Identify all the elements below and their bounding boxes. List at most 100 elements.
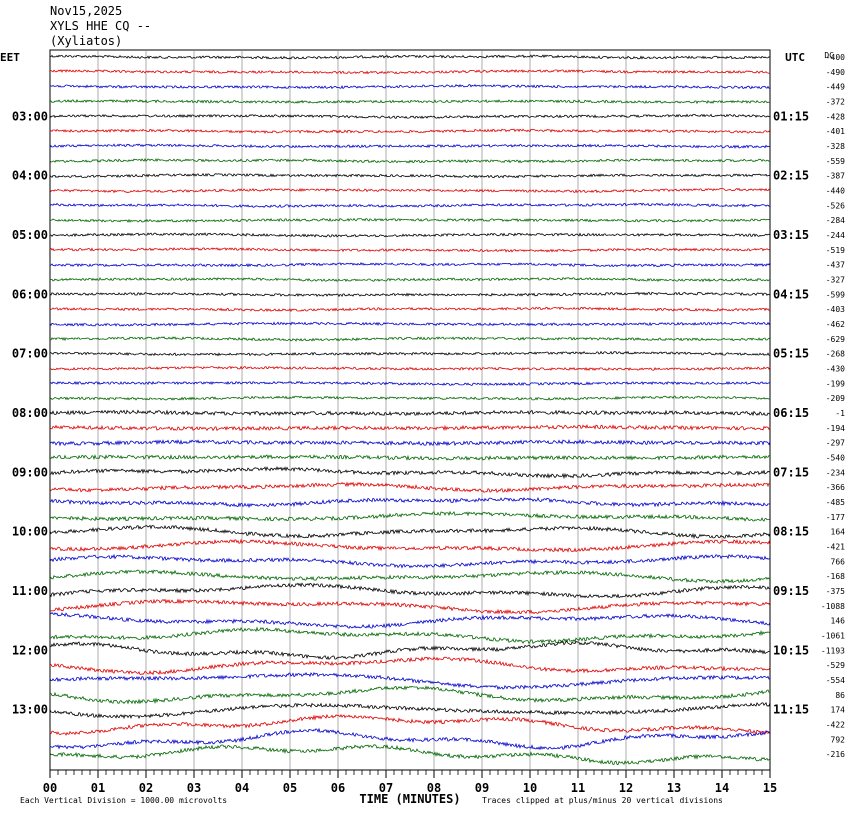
plot-date: Nov15,2025 [50,4,123,18]
seismic-trace [49,98,771,105]
left-hour-label: 07:00 [12,347,48,361]
x-tick-label: 11 [571,781,585,795]
seismic-trace [49,409,771,417]
dc-offset-label: -401 [826,127,845,136]
dc-offset-label: -209 [826,394,845,403]
dc-offset-label: -1088 [821,602,845,611]
seismic-trace [49,598,771,615]
dc-offset-label: -449 [826,83,845,92]
seismic-trace [49,626,771,645]
seismic-trace [49,291,771,298]
x-tick-label: 04 [235,781,249,795]
dc-offset-label: -485 [826,498,845,507]
dc-offset-label: -526 [826,201,845,210]
dc-offset-label: -430 [826,365,845,374]
seismic-trace [49,380,771,387]
dc-offset-label: 792 [831,735,846,744]
dc-offset-label: -1061 [821,632,845,641]
seismic-trace [49,350,770,357]
seismic-trace [49,217,771,223]
dc-offset-label: -440 [826,187,845,196]
left-hour-label: 06:00 [12,287,48,301]
seismic-trace [49,582,771,599]
right-hour-label: 11:15 [773,703,809,717]
right-hour-label: 07:15 [773,465,809,479]
dc-offset-label: -375 [826,587,845,596]
seismic-trace [49,496,771,509]
station-location: (Xyliatos) [50,34,123,48]
left-hour-label: 08:00 [12,406,48,420]
seismic-trace [49,128,771,134]
seismic-trace [49,524,771,540]
x-tick-label: 02 [139,781,153,795]
seismic-trace [49,481,771,493]
dc-offset-label: 766 [831,557,846,566]
seismic-trace [49,727,771,751]
right-hour-label: 09:15 [773,584,809,598]
dc-offset-label: -1 [835,409,845,418]
seismic-trace [49,172,771,179]
dc-offset-label: 146 [831,617,846,626]
x-axis-label: TIME (MINUTES) [359,792,460,806]
seismic-trace [50,656,771,676]
dc-offset-label: -1193 [821,646,845,655]
left-hour-label: 13:00 [12,703,48,717]
seismic-trace [49,247,771,253]
seismic-trace [49,701,771,720]
x-tick-label: 01 [91,781,105,795]
dc-offset-label: -177 [826,513,845,522]
left-hour-label: 10:00 [12,525,48,539]
seismic-trace [50,365,771,372]
dc-offset-label: -490 [826,68,845,77]
x-tick-label: 08 [427,781,441,795]
x-tick-label: 12 [619,781,633,795]
dc-offset-label: -366 [826,483,845,492]
dc-offset-label: -529 [826,661,845,670]
dc-offset-label: -327 [826,276,845,285]
seismic-trace [49,454,771,461]
dc-offset-label: 174 [831,706,846,715]
seismic-trace [49,424,771,432]
seismic-trace [49,69,771,75]
left-hour-label: 09:00 [12,465,48,479]
left-hour-label: 04:00 [12,169,48,183]
dc-offset-label: -519 [826,246,845,255]
dc-offset-label: -387 [826,172,845,181]
dc-offset-label: -599 [826,290,845,299]
clipping-note: Traces clipped at plus/minus 20 vertical… [482,796,723,805]
dc-offset-label: -400 [826,53,845,62]
dc-offset-label: -462 [826,320,845,329]
seismic-trace [49,306,771,313]
scale-note: Each Vertical Division = 1000.00 microvo… [20,796,227,805]
seismic-trace [49,640,771,660]
dc-offset-label: -559 [826,157,845,166]
x-tick-label: 10 [523,781,537,795]
dc-offset-label: -284 [826,216,845,225]
seismic-trace [49,713,771,736]
dc-offset-label: 164 [831,528,846,537]
x-tick-label: 09 [475,781,489,795]
x-tick-label: 13 [667,781,681,795]
seismic-trace [49,321,771,327]
x-tick-label: 00 [43,781,57,795]
seismic-trace [49,671,771,691]
dc-offset-label: -629 [826,335,845,344]
x-tick-label: 03 [187,781,201,795]
right-hour-label: 06:15 [773,406,809,420]
dc-offset-label: -199 [826,379,845,388]
dc-offset-label: -428 [826,112,845,121]
left-hour-label: 12:00 [12,643,48,657]
seismic-trace [49,261,771,268]
right-hour-label: 02:15 [773,169,809,183]
dc-offset-label: -437 [826,261,845,270]
dc-offset-label: -421 [826,543,845,552]
dc-offset-label: -216 [826,750,845,759]
seismic-trace [49,439,771,447]
seismic-trace [49,143,771,149]
seismic-trace [49,538,771,553]
right-hour-label: 10:15 [773,643,809,657]
dc-offset-label: -554 [826,676,845,685]
x-tick-label: 15 [763,781,777,795]
seismic-trace [49,277,771,283]
dc-offset-label: -328 [826,142,845,151]
